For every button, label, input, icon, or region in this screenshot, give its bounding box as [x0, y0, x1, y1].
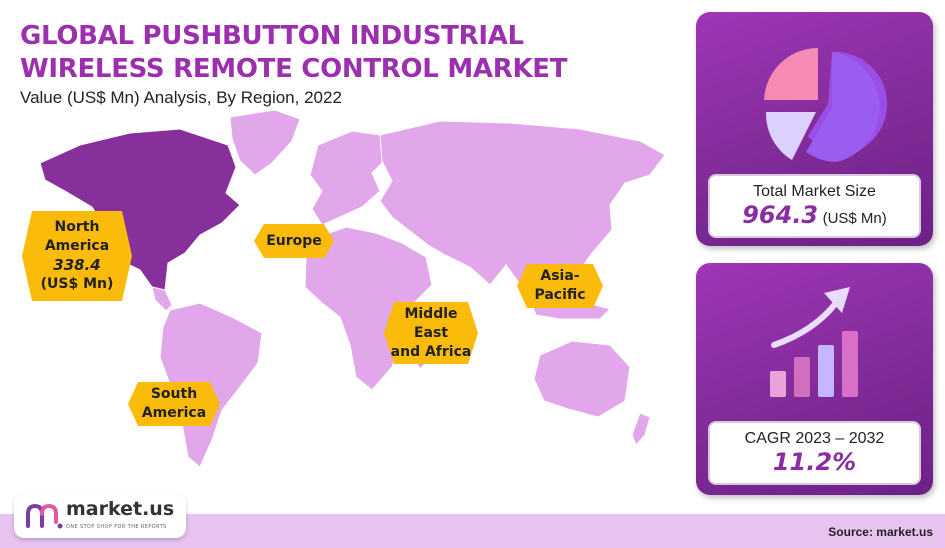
cagr-card: CAGR 2023 – 2032 11.2%	[696, 263, 933, 495]
asia-pacific-line1: Asia-	[540, 268, 580, 284]
mea-line1: Middle	[404, 305, 458, 322]
europe-label: Europe	[266, 232, 322, 249]
north-america-unit: (US$ Mn)	[40, 276, 114, 292]
central-america-shape	[151, 286, 173, 312]
logo-mark-icon	[26, 503, 63, 529]
pie-chart-icon	[764, 47, 888, 162]
africa-shape	[304, 226, 433, 391]
north-america-value: 338.4	[53, 256, 101, 274]
cagr-value: 11.2%	[772, 448, 857, 476]
total-market-box: Total Market Size 964.3 (US$ Mn)	[708, 174, 921, 238]
source-text: Source: market.us	[828, 525, 933, 539]
south-america-line1: South	[150, 386, 198, 402]
north-america-line2: America	[44, 238, 110, 254]
total-market-card: Total Market Size 964.3 (US$ Mn)	[696, 12, 933, 246]
australia-shape	[533, 340, 631, 418]
asia-pacific-line2: Pacific	[534, 287, 586, 303]
greenland-shape	[229, 109, 301, 176]
label-asia-pacific: Asia- Pacific	[517, 264, 603, 308]
cagr-label: CAGR 2023 – 2032	[744, 430, 885, 447]
label-south-america: South America	[128, 382, 220, 426]
total-market-value: 964.3	[742, 201, 819, 229]
market-us-logo: market.us ONE STOP SHOP FOR THE REPORTS	[14, 494, 186, 538]
total-market-unit: (US$ Mn)	[822, 210, 887, 227]
new-zealand-shape	[631, 412, 651, 446]
mea-line2: East	[413, 324, 449, 341]
label-mea: Middle East and Africa	[384, 302, 478, 364]
label-north-america: North America 338.4 (US$ Mn)	[22, 211, 132, 301]
logo-name: market.us	[66, 498, 175, 520]
mea-line3: and Africa	[390, 343, 472, 360]
logo-tagline: ONE STOP SHOP FOR THE REPORTS	[66, 524, 167, 530]
chart-title: GLOBAL PUSHBUTTON INDUSTRIAL WIRELESS RE…	[20, 21, 568, 84]
world-map	[39, 109, 666, 468]
europe-shape	[309, 130, 389, 226]
growth-chart-icon	[770, 287, 858, 397]
label-europe: Europe	[254, 224, 334, 258]
total-market-label: Total Market Size	[753, 183, 876, 200]
chart-subtitle: Value (US$ Mn) Analysis, By Region, 2022	[20, 88, 342, 107]
cagr-box: CAGR 2023 – 2032 11.2%	[708, 421, 921, 485]
north-america-line1: North	[54, 219, 100, 235]
south-america-line2: America	[141, 405, 207, 421]
